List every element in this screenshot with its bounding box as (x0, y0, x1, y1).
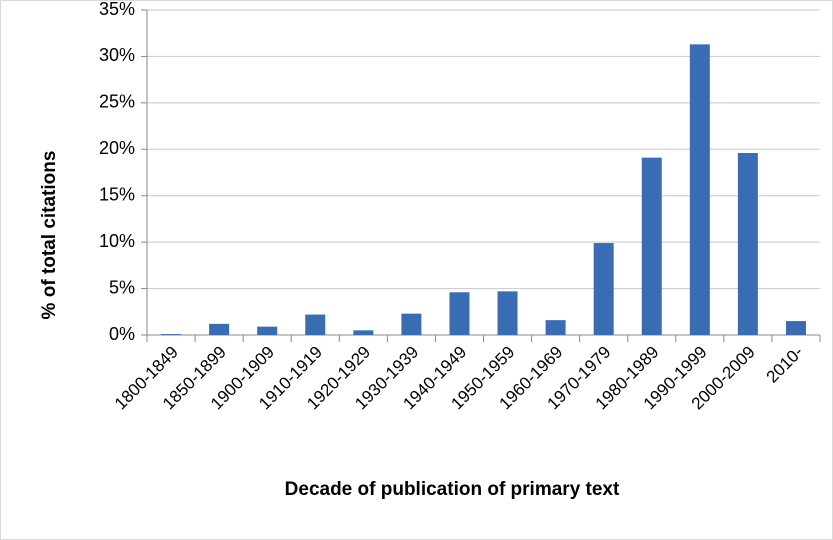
bar (737, 153, 758, 335)
y-tick-label: 5% (109, 277, 135, 297)
bar (209, 323, 230, 335)
y-tick-label: 25% (99, 92, 135, 112)
bar (593, 243, 614, 335)
y-tick-label: 0% (109, 324, 135, 344)
bar (497, 291, 518, 335)
y-tick-label: 35% (99, 0, 135, 19)
y-tick-label: 20% (99, 138, 135, 158)
bar (641, 157, 662, 335)
x-axis-title: Decade of publication of primary text (285, 479, 620, 500)
y-axis-title: % of total citations (39, 151, 60, 320)
bar (449, 292, 470, 335)
y-tick-label: 10% (99, 231, 135, 251)
bar (257, 326, 278, 335)
bar (161, 334, 182, 335)
y-tick-label: 30% (99, 45, 135, 65)
bar (785, 321, 806, 335)
bar (305, 314, 326, 335)
bar (689, 44, 710, 335)
bar (353, 330, 374, 335)
bar (401, 313, 422, 335)
bar (545, 320, 566, 335)
y-tick-label: 15% (99, 184, 135, 204)
